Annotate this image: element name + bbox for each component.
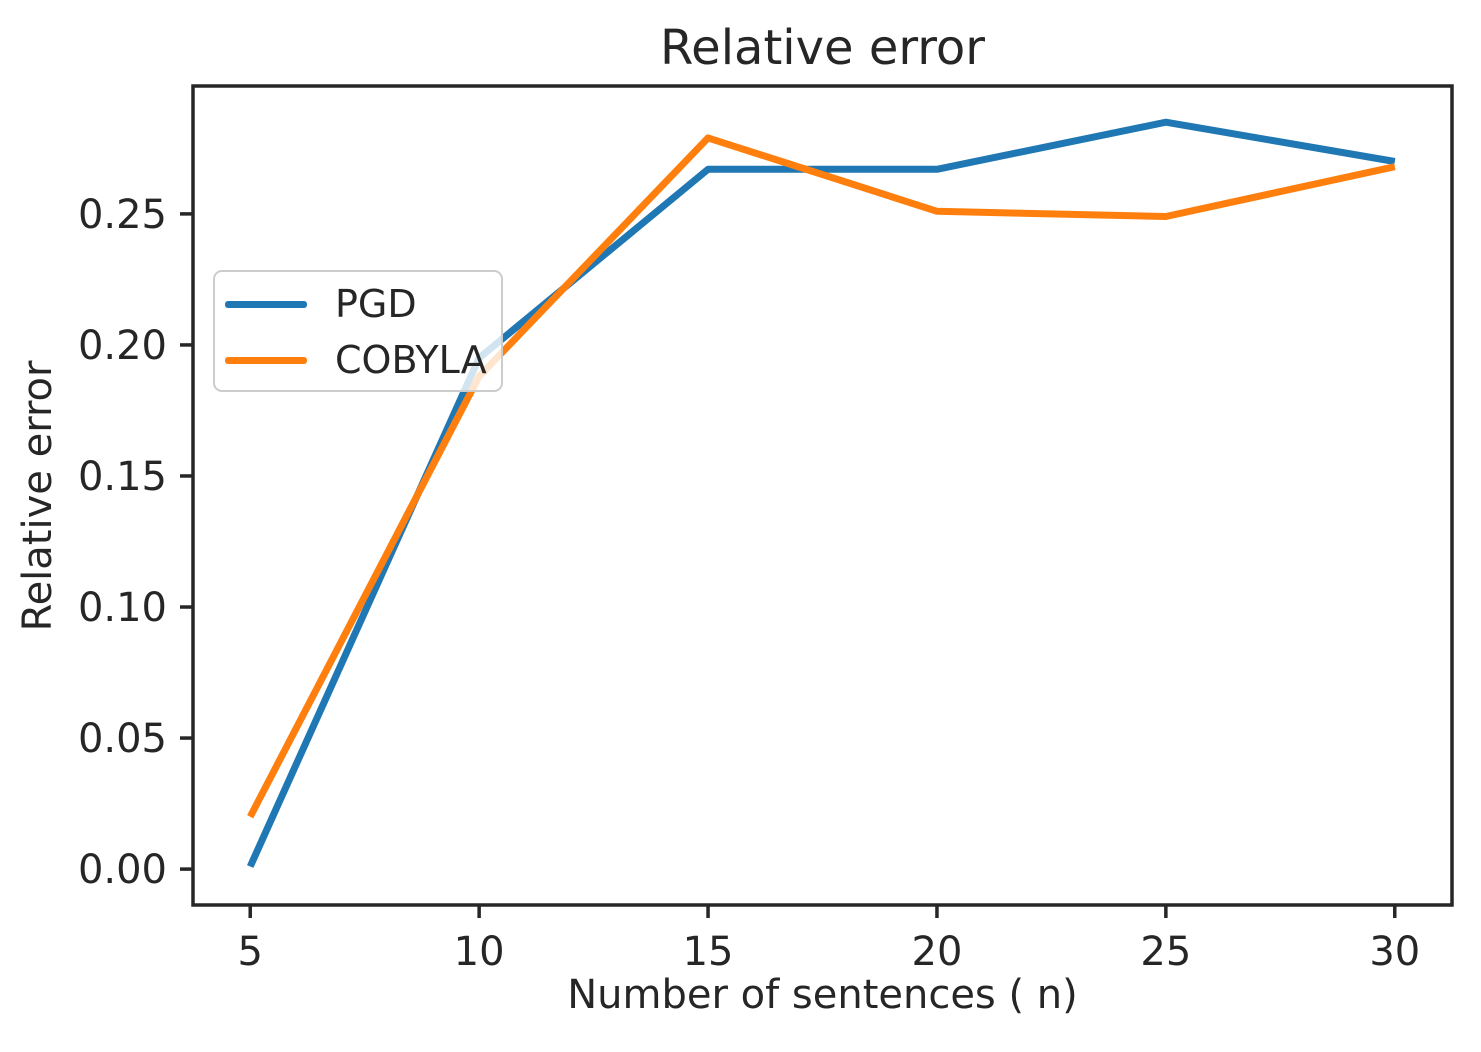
pgd-line-swatch xyxy=(225,300,307,308)
x-tick-label: 10 xyxy=(454,929,505,975)
series-line-pgd xyxy=(247,118,1396,868)
x-tick-label: 20 xyxy=(912,929,963,975)
y-tick-label: 0.05 xyxy=(78,716,167,762)
legend: PGD COBYLA xyxy=(213,270,503,392)
x-tick-label: 25 xyxy=(1140,929,1191,975)
x-tick-label: 5 xyxy=(238,929,263,975)
legend-entry-pgd: PGD xyxy=(225,276,501,332)
y-tick-label: 0.00 xyxy=(78,847,167,893)
y-tick-label: 0.25 xyxy=(78,192,167,238)
y-axis-label: Relative error xyxy=(15,360,61,632)
plot-spines xyxy=(191,84,1454,907)
cobyla-line-swatch xyxy=(225,356,307,364)
legend-label-cobyla: COBYLA xyxy=(335,338,487,382)
x-tick-label: 30 xyxy=(1369,929,1420,975)
x-axis-label: Number of sentences ( n) xyxy=(567,972,1078,1018)
x-tick-label: 15 xyxy=(683,929,734,975)
y-tick-label: 0.15 xyxy=(78,454,167,500)
y-tick-label: 0.10 xyxy=(78,585,167,631)
legend-entry-cobyla: COBYLA xyxy=(225,332,501,388)
legend-label-pgd: PGD xyxy=(335,282,417,326)
chart-title: Relative error xyxy=(659,20,986,76)
y-tick-label: 0.20 xyxy=(78,323,167,369)
series-line-cobyla xyxy=(247,134,1396,819)
